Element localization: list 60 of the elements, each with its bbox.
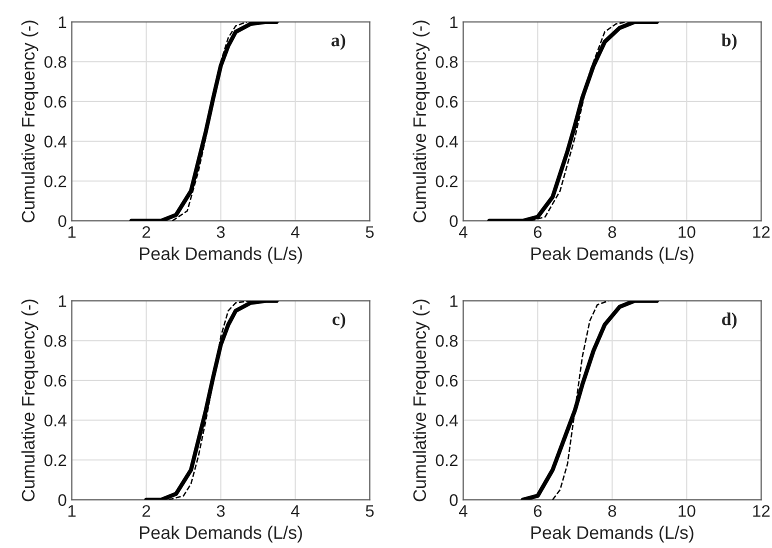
y-tick-label: 0 [450,494,458,506]
y-axis-title: Cumulative Frequency (-) [412,20,430,222]
x-tick-label: 4 [291,505,300,517]
annotation: a) [331,34,346,50]
y-axis-title: Cumulative Frequency (-) [21,20,38,222]
y-tick-label: 1 [58,16,66,28]
x-tick-label: 1 [68,226,76,238]
y-tick-label: 0.8 [44,335,66,347]
annotation: c) [332,312,346,329]
y-tick-label: 0.8 [436,56,458,68]
y-tick-label: 0.4 [436,414,458,426]
x-tick-label: 12 [753,226,770,238]
annotation: b) [722,34,737,50]
y-tick-label: 1 [450,16,458,28]
annotation: d) [722,312,737,329]
line-series [487,22,659,221]
y-tick-label: 0.4 [436,136,458,148]
y-tick-label: 0.4 [44,136,66,148]
x-tick-label: 6 [534,505,542,517]
y-tick-label: 1 [450,295,458,307]
x-axis-title: Peak Demands (L/s) [531,526,694,543]
x-tick-label: 4 [458,505,468,517]
y-tick-label: 0.2 [44,454,66,466]
line-series [129,22,279,221]
line-series [144,300,279,500]
x-axis-title: Peak Demands (L/s) [140,246,302,264]
y-tick-label: 0.6 [44,96,66,108]
y-tick-label: 0.2 [436,175,458,188]
y-axis-title: Cumulative Frequency (-) [21,300,38,502]
x-tick-label: 2 [142,505,150,517]
y-tick-label: 1 [58,295,66,307]
x-tick-label: 10 [678,505,696,517]
y-axis-title: Cumulative Frequency (-) [412,300,430,502]
y-tick-label: 0.6 [44,374,66,387]
x-tick-label: 6 [534,226,542,238]
x-tick-label: 3 [216,226,225,238]
x-axis-title: Peak Demands (L/s) [531,246,694,264]
line-series [520,300,659,500]
y-tick-label: 0 [58,215,66,228]
y-tick-label: 0 [58,494,66,506]
x-tick-label: 3 [216,505,225,517]
y-tick-label: 0 [450,215,458,228]
x-tick-label: 8 [608,505,616,517]
x-tick-label: 2 [142,226,150,238]
x-axis-title: Peak Demands (L/s) [140,526,302,543]
y-tick-label: 0.6 [436,96,458,108]
y-tick-label: 0.8 [44,56,66,68]
x-tick-label: 4 [458,226,468,238]
y-tick-label: 0.8 [436,335,458,347]
y-tick-label: 0.2 [44,175,66,188]
y-tick-label: 0.4 [44,414,66,426]
x-tick-label: 4 [291,226,300,238]
x-tick-label: 8 [608,226,616,238]
x-tick-label: 1 [68,505,76,517]
x-tick-label: 5 [366,226,374,238]
x-tick-label: 12 [753,505,770,517]
y-tick-label: 0.6 [436,374,458,387]
x-tick-label: 5 [366,505,374,517]
x-tick-label: 10 [678,226,696,238]
y-tick-label: 0.2 [436,454,458,466]
